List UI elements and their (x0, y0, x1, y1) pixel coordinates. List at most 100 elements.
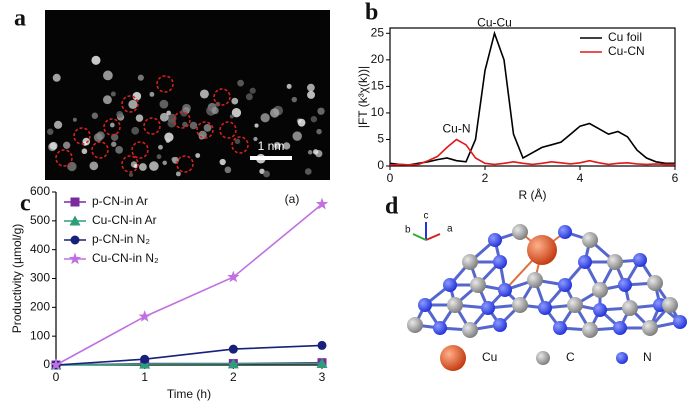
ring (121, 95, 139, 113)
dot (306, 83, 315, 92)
ring (156, 75, 174, 93)
y-tick-label: 15 (371, 79, 385, 93)
x-tick-label: 0 (387, 171, 394, 185)
dot (304, 168, 312, 175)
dot (54, 120, 63, 129)
scale-bar-label: 1 nm (258, 139, 285, 153)
marker (138, 310, 151, 322)
dot (234, 138, 241, 145)
micrograph (45, 10, 330, 180)
ring (213, 88, 231, 106)
ring (143, 117, 161, 135)
legend-label: p-CN-in Ar (92, 194, 148, 208)
atom (582, 322, 598, 338)
legend-swatch (440, 345, 466, 371)
legend-label: N (643, 350, 652, 364)
atom (607, 254, 623, 270)
dot (231, 108, 242, 118)
atom (512, 297, 528, 313)
y-axis-label: |FT (k³χ(k))| (356, 66, 370, 128)
legend-swatch (616, 352, 628, 364)
atom (538, 301, 552, 315)
micrograph-dots (47, 55, 325, 178)
dot (273, 141, 281, 150)
x-tick-label: 1 (141, 370, 148, 384)
atom (527, 235, 557, 265)
atom (558, 278, 572, 292)
dot (47, 128, 54, 135)
marker (316, 358, 328, 369)
marker (228, 344, 238, 354)
atom (407, 317, 423, 333)
dot (110, 91, 116, 97)
dot (282, 142, 291, 150)
dot (135, 114, 144, 122)
atom (462, 254, 478, 270)
dot (109, 122, 115, 128)
dot (102, 95, 112, 105)
ring (219, 121, 237, 139)
atom (642, 320, 658, 336)
atom (618, 278, 632, 292)
axis-label: b (405, 225, 411, 236)
y-tick-label: 200 (30, 300, 50, 314)
dot (253, 136, 258, 142)
panel-label: d (385, 194, 399, 220)
marker (140, 354, 150, 364)
dot (149, 161, 159, 171)
legend-label: C (566, 350, 575, 364)
panel-label: c (20, 191, 31, 217)
dot (195, 153, 201, 158)
x-tick-label: 4 (577, 171, 584, 185)
dot (102, 70, 113, 81)
atom (527, 272, 543, 288)
dot (297, 118, 306, 127)
atom (418, 298, 432, 312)
dot (116, 111, 124, 119)
atom (512, 224, 528, 240)
x-tick-label: 3 (319, 370, 326, 384)
dot (128, 99, 138, 110)
dot (171, 157, 176, 162)
atom (443, 278, 457, 292)
marker (227, 270, 240, 283)
dot (211, 106, 219, 115)
ring (55, 149, 73, 167)
dot (131, 126, 140, 135)
dot (111, 141, 117, 147)
y-tick-label: 100 (30, 328, 50, 342)
atom (498, 283, 512, 297)
atom (493, 255, 507, 269)
dot (307, 150, 313, 155)
atom (662, 297, 678, 313)
legend-label: p-CN-in N₂ (92, 232, 150, 246)
y-tick-label: 0 (43, 357, 50, 371)
dot (182, 121, 188, 128)
x-tick-label: 6 (672, 171, 679, 185)
y-axis-label: Productivity (µmol/g) (10, 224, 24, 334)
plot-frame (389, 27, 676, 167)
atom (613, 321, 627, 335)
dot (72, 117, 77, 122)
atom (470, 277, 486, 293)
dot (229, 114, 234, 119)
marker (69, 215, 81, 226)
atom (553, 321, 567, 335)
legend-swatch (536, 351, 550, 365)
dot (260, 113, 270, 123)
y-tick-label: 20 (371, 52, 385, 66)
legend-label: Cu (482, 350, 497, 364)
marker (70, 197, 80, 207)
series-line (389, 138, 675, 166)
y-tick-label: 25 (371, 25, 385, 39)
dot (93, 133, 103, 142)
dot (91, 55, 101, 65)
series-line (389, 30, 675, 166)
dot (49, 141, 58, 150)
dot (245, 93, 253, 101)
ring (173, 111, 191, 129)
y-tick-label: 500 (30, 213, 50, 227)
dot (156, 154, 162, 160)
dot (128, 172, 134, 177)
